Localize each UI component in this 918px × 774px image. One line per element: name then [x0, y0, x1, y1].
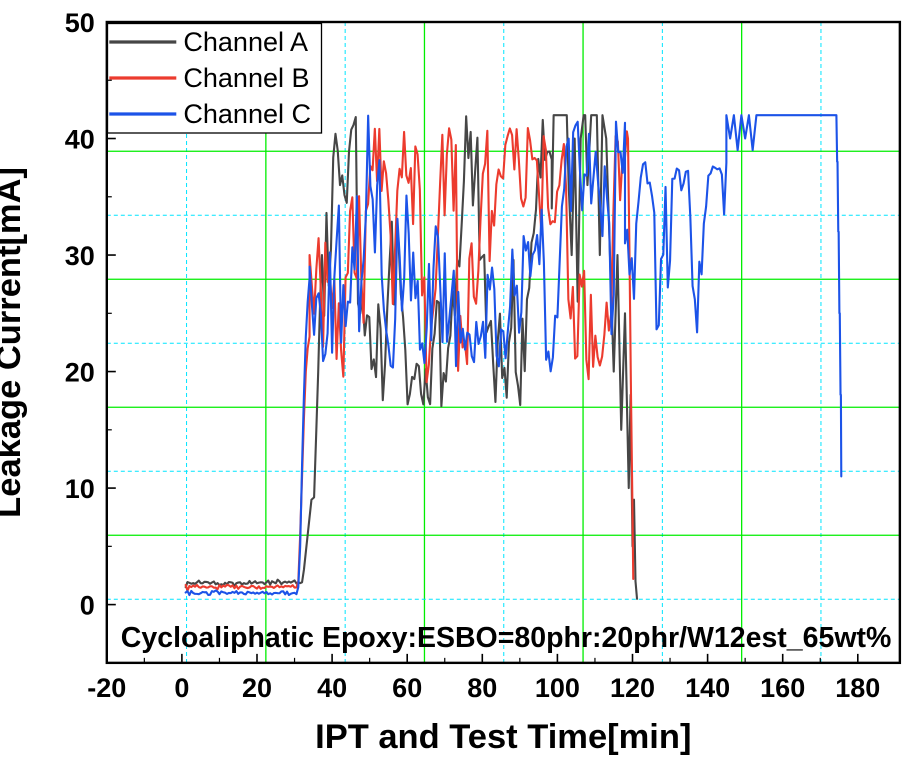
svg-text:60: 60	[392, 673, 422, 703]
svg-text:120: 120	[610, 673, 655, 703]
svg-text:40: 40	[65, 125, 95, 155]
svg-text:Leakage Current[mA]: Leakage Current[mA]	[0, 167, 28, 518]
svg-text:-20: -20	[87, 673, 126, 703]
svg-text:180: 180	[835, 673, 880, 703]
svg-text:Channel C: Channel C	[183, 99, 311, 129]
svg-text:80: 80	[467, 673, 497, 703]
svg-text:30: 30	[65, 241, 95, 271]
svg-text:Channel B: Channel B	[183, 63, 309, 93]
svg-text:50: 50	[65, 8, 95, 38]
svg-text:160: 160	[760, 673, 805, 703]
svg-text:0: 0	[174, 673, 189, 703]
svg-text:140: 140	[685, 673, 730, 703]
svg-text:0: 0	[80, 591, 95, 621]
svg-text:10: 10	[65, 474, 95, 504]
svg-text:Cycloaliphatic Epoxy:ESBO=80ph: Cycloaliphatic Epoxy:ESBO=80phr:20phr/W1…	[121, 622, 892, 654]
svg-text:20: 20	[65, 358, 95, 388]
svg-text:IPT and Test Time[min]: IPT and Test Time[min]	[315, 718, 691, 756]
svg-text:100: 100	[535, 673, 580, 703]
svg-text:40: 40	[317, 673, 347, 703]
svg-text:20: 20	[242, 673, 272, 703]
svg-text:Channel A: Channel A	[183, 27, 308, 57]
